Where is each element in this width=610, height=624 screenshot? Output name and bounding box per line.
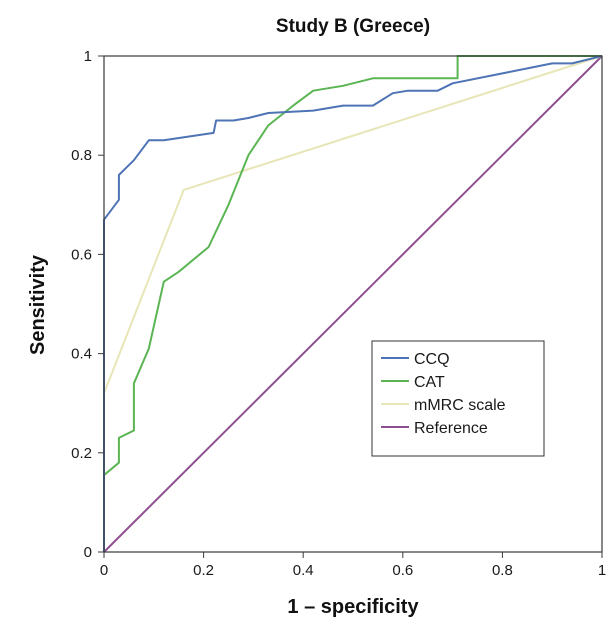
y-tick-label: 1 — [84, 48, 92, 65]
x-tick-label: 0.6 — [392, 562, 413, 579]
x-tick-label: 0 — [100, 562, 108, 579]
y-axis-title: Sensitivity — [27, 254, 49, 355]
x-tick-label: 0.8 — [492, 562, 513, 579]
legend-label: CCQ — [414, 351, 450, 368]
legend-box — [371, 340, 545, 457]
y-tick-label: 0.4 — [71, 346, 92, 363]
y-tick-label: 0.8 — [71, 147, 92, 164]
x-tick-label: 0.2 — [193, 562, 214, 579]
series-line-cat — [103, 55, 602, 552]
series-line-ccq — [103, 55, 603, 552]
y-tick-label: 0 — [84, 544, 92, 561]
tick-layer: 0 0.2 0.4 0.6 0.8 1 0 0.2 0.4 0.6 0.8 1 — [71, 48, 606, 579]
plot-frame — [103, 55, 603, 553]
y-tick-label: 0.6 — [71, 246, 92, 263]
x-tick-label: 1 — [598, 562, 606, 579]
legend-label: CAT — [414, 374, 445, 391]
x-axis-title: 1 – specificity — [287, 596, 419, 618]
chart-title: Study B (Greece) — [276, 16, 430, 37]
x-tick-label: 0.4 — [293, 562, 314, 579]
legend-label: mMRC scale — [414, 397, 506, 414]
series-layer — [103, 55, 603, 553]
y-tick-label: 0.2 — [71, 445, 92, 462]
legend: CCQ CAT mMRC scale Reference — [371, 340, 545, 457]
series-line-reference — [103, 55, 603, 553]
legend-label: Reference — [414, 420, 488, 437]
